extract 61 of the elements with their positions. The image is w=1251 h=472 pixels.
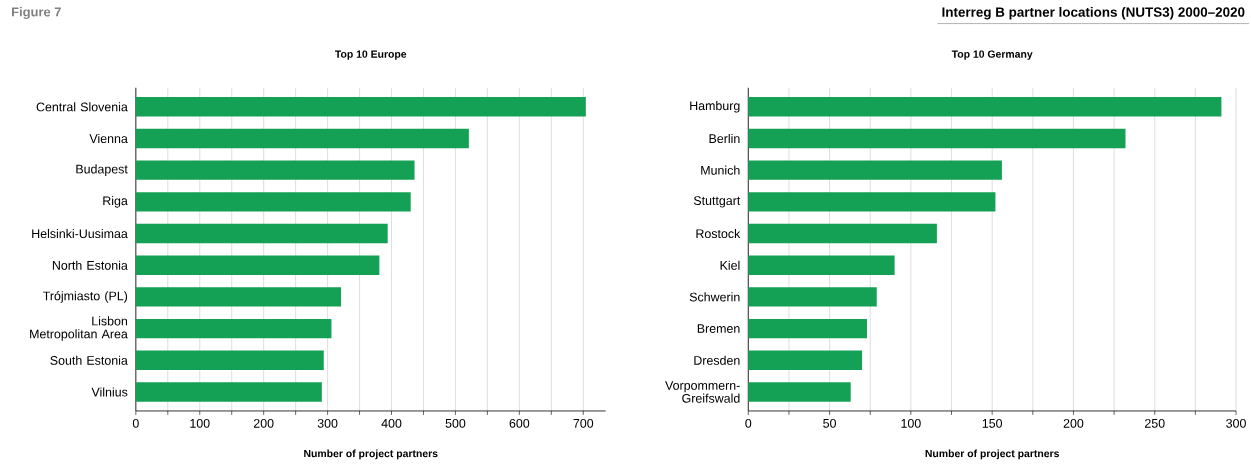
- x-tick-label: 100: [190, 419, 210, 428]
- y-tick-label: Dresden: [694, 355, 740, 365]
- x-tick-label: 250: [1145, 419, 1165, 428]
- y-tick-label: Schwerin: [689, 292, 740, 302]
- x-tick-label: 200: [1063, 419, 1084, 428]
- y-tick-label: Hamburg: [690, 101, 740, 113]
- y-tick-label: North Estonia: [52, 260, 128, 270]
- text: Interreg B partner locations (NUTS3) 2000–2020: [942, 7, 1245, 20]
- bar: [748, 128, 1126, 149]
- y-tick-label: Munich: [701, 165, 740, 175]
- y-tick-label: Budapest: [76, 164, 128, 177]
- bar: [135, 318, 332, 339]
- bar: [135, 160, 415, 180]
- bar: [135, 128, 469, 149]
- y-tick-label: Vienna: [89, 134, 128, 144]
- x-tick-label: 100: [901, 419, 921, 428]
- y-tick-label: Lisbon Metropolitan Area: [30, 316, 128, 341]
- caption: Figure 7: [12, 7, 61, 20]
- x-axis-title: Number of project partners: [925, 449, 1059, 460]
- bar: [135, 192, 411, 212]
- bar: [748, 318, 867, 339]
- bar: [135, 97, 586, 117]
- x-tick-label: 0: [745, 419, 752, 428]
- bar: [748, 382, 851, 402]
- x-tick-label: 700: [573, 419, 594, 428]
- x-tick-label: 300: [1226, 419, 1246, 428]
- y-tick-label: Rostock: [696, 229, 741, 239]
- bar: [135, 350, 324, 371]
- y-tick-label: Helsinki-Uusimaa: [32, 229, 128, 239]
- bar: [748, 287, 877, 307]
- y-tick-label: Riga: [103, 196, 128, 208]
- x-tick-label: 200: [253, 419, 274, 428]
- bar: [748, 160, 1002, 180]
- y-tick-label: Stuttgart: [693, 196, 741, 208]
- bar: [135, 255, 380, 275]
- chart-title: Top 10 Germany: [951, 50, 1033, 60]
- x-tick-label: 600: [509, 419, 530, 428]
- bar: [135, 287, 342, 307]
- y-tick-label: Trójmiasto (PL): [43, 291, 128, 303]
- bar: [748, 97, 1222, 117]
- bar: [748, 192, 996, 212]
- y-tick-label: Central Slovenia: [36, 102, 128, 112]
- bar: [748, 223, 937, 244]
- y-tick-label: Berlin: [709, 134, 740, 144]
- y-tick-label: Bremen: [697, 324, 740, 334]
- x-tick-label: 150: [982, 419, 1003, 428]
- y-tick-label: Vorpommern-Greifswald: [665, 381, 740, 403]
- y-tick-label: Kiel: [720, 260, 740, 270]
- y-tick-label: South Estonia: [50, 355, 128, 365]
- x-tick-label: 50: [823, 419, 836, 428]
- x-tick-label: 500: [445, 419, 466, 428]
- bar: [135, 382, 322, 402]
- x-tick-label: 300: [317, 419, 338, 428]
- bar: [748, 350, 863, 371]
- bar: [748, 255, 895, 275]
- x-tick-label: 0: [132, 419, 139, 428]
- x-axis-title: Number of project partners: [304, 449, 438, 460]
- chart-title: Top 10 Europe: [335, 50, 407, 60]
- bar: [135, 223, 388, 244]
- x-tick-label: 400: [381, 419, 402, 428]
- y-tick-label: Vilnius: [91, 387, 128, 397]
